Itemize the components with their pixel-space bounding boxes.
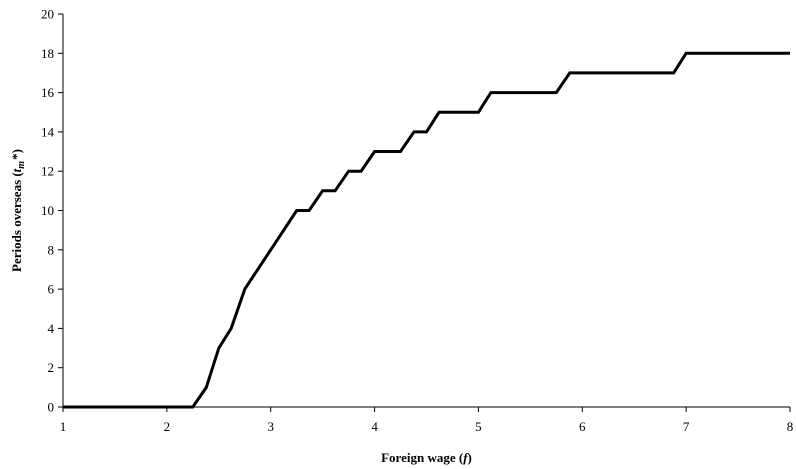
y-tick-label: 2 <box>48 360 55 375</box>
x-tick-label: 2 <box>164 419 171 434</box>
x-tick-label: 7 <box>683 419 690 434</box>
y-axis-title-subscript: m <box>16 161 27 169</box>
y-axis-title-superscript: * <box>9 153 24 160</box>
y-tick-label: 14 <box>41 124 55 139</box>
y-tick-label: 20 <box>41 7 54 22</box>
series-line <box>63 51 790 409</box>
x-axis-ticks: 1 2 3 4 5 6 7 8 <box>60 407 794 434</box>
y-tick-label: 16 <box>41 85 55 100</box>
y-tick-label: 12 <box>41 164 54 179</box>
x-axis-title-close: ) <box>468 450 472 465</box>
y-axis-title-variable: t <box>9 168 24 172</box>
y-axis-title-close: ) <box>9 149 24 153</box>
x-axis-title-variable: f <box>463 450 469 465</box>
y-axis-title: Periods overseas (tm*) <box>9 149 27 272</box>
y-tick-label: 0 <box>48 400 55 415</box>
x-axis-title: Foreign wage (f) <box>381 450 472 465</box>
y-tick-label: 18 <box>41 46 54 61</box>
y-axis-ticks: 0 2 4 6 8 10 12 14 16 18 20 <box>41 7 63 415</box>
y-tick-label: 8 <box>48 242 55 257</box>
y-tick-label: 6 <box>48 282 55 297</box>
y-tick-label: 4 <box>48 321 55 336</box>
x-tick-label: 5 <box>475 419 482 434</box>
x-tick-label: 6 <box>579 419 586 434</box>
x-tick-label: 3 <box>267 419 274 434</box>
y-axis-title-text: Periods overseas ( <box>9 172 24 272</box>
x-tick-label: 1 <box>60 419 67 434</box>
x-axis-title-text: Foreign wage ( <box>381 450 463 465</box>
y-tick-label: 10 <box>41 203 54 218</box>
x-tick-label: 4 <box>371 419 378 434</box>
x-tick-label: 8 <box>787 419 794 434</box>
